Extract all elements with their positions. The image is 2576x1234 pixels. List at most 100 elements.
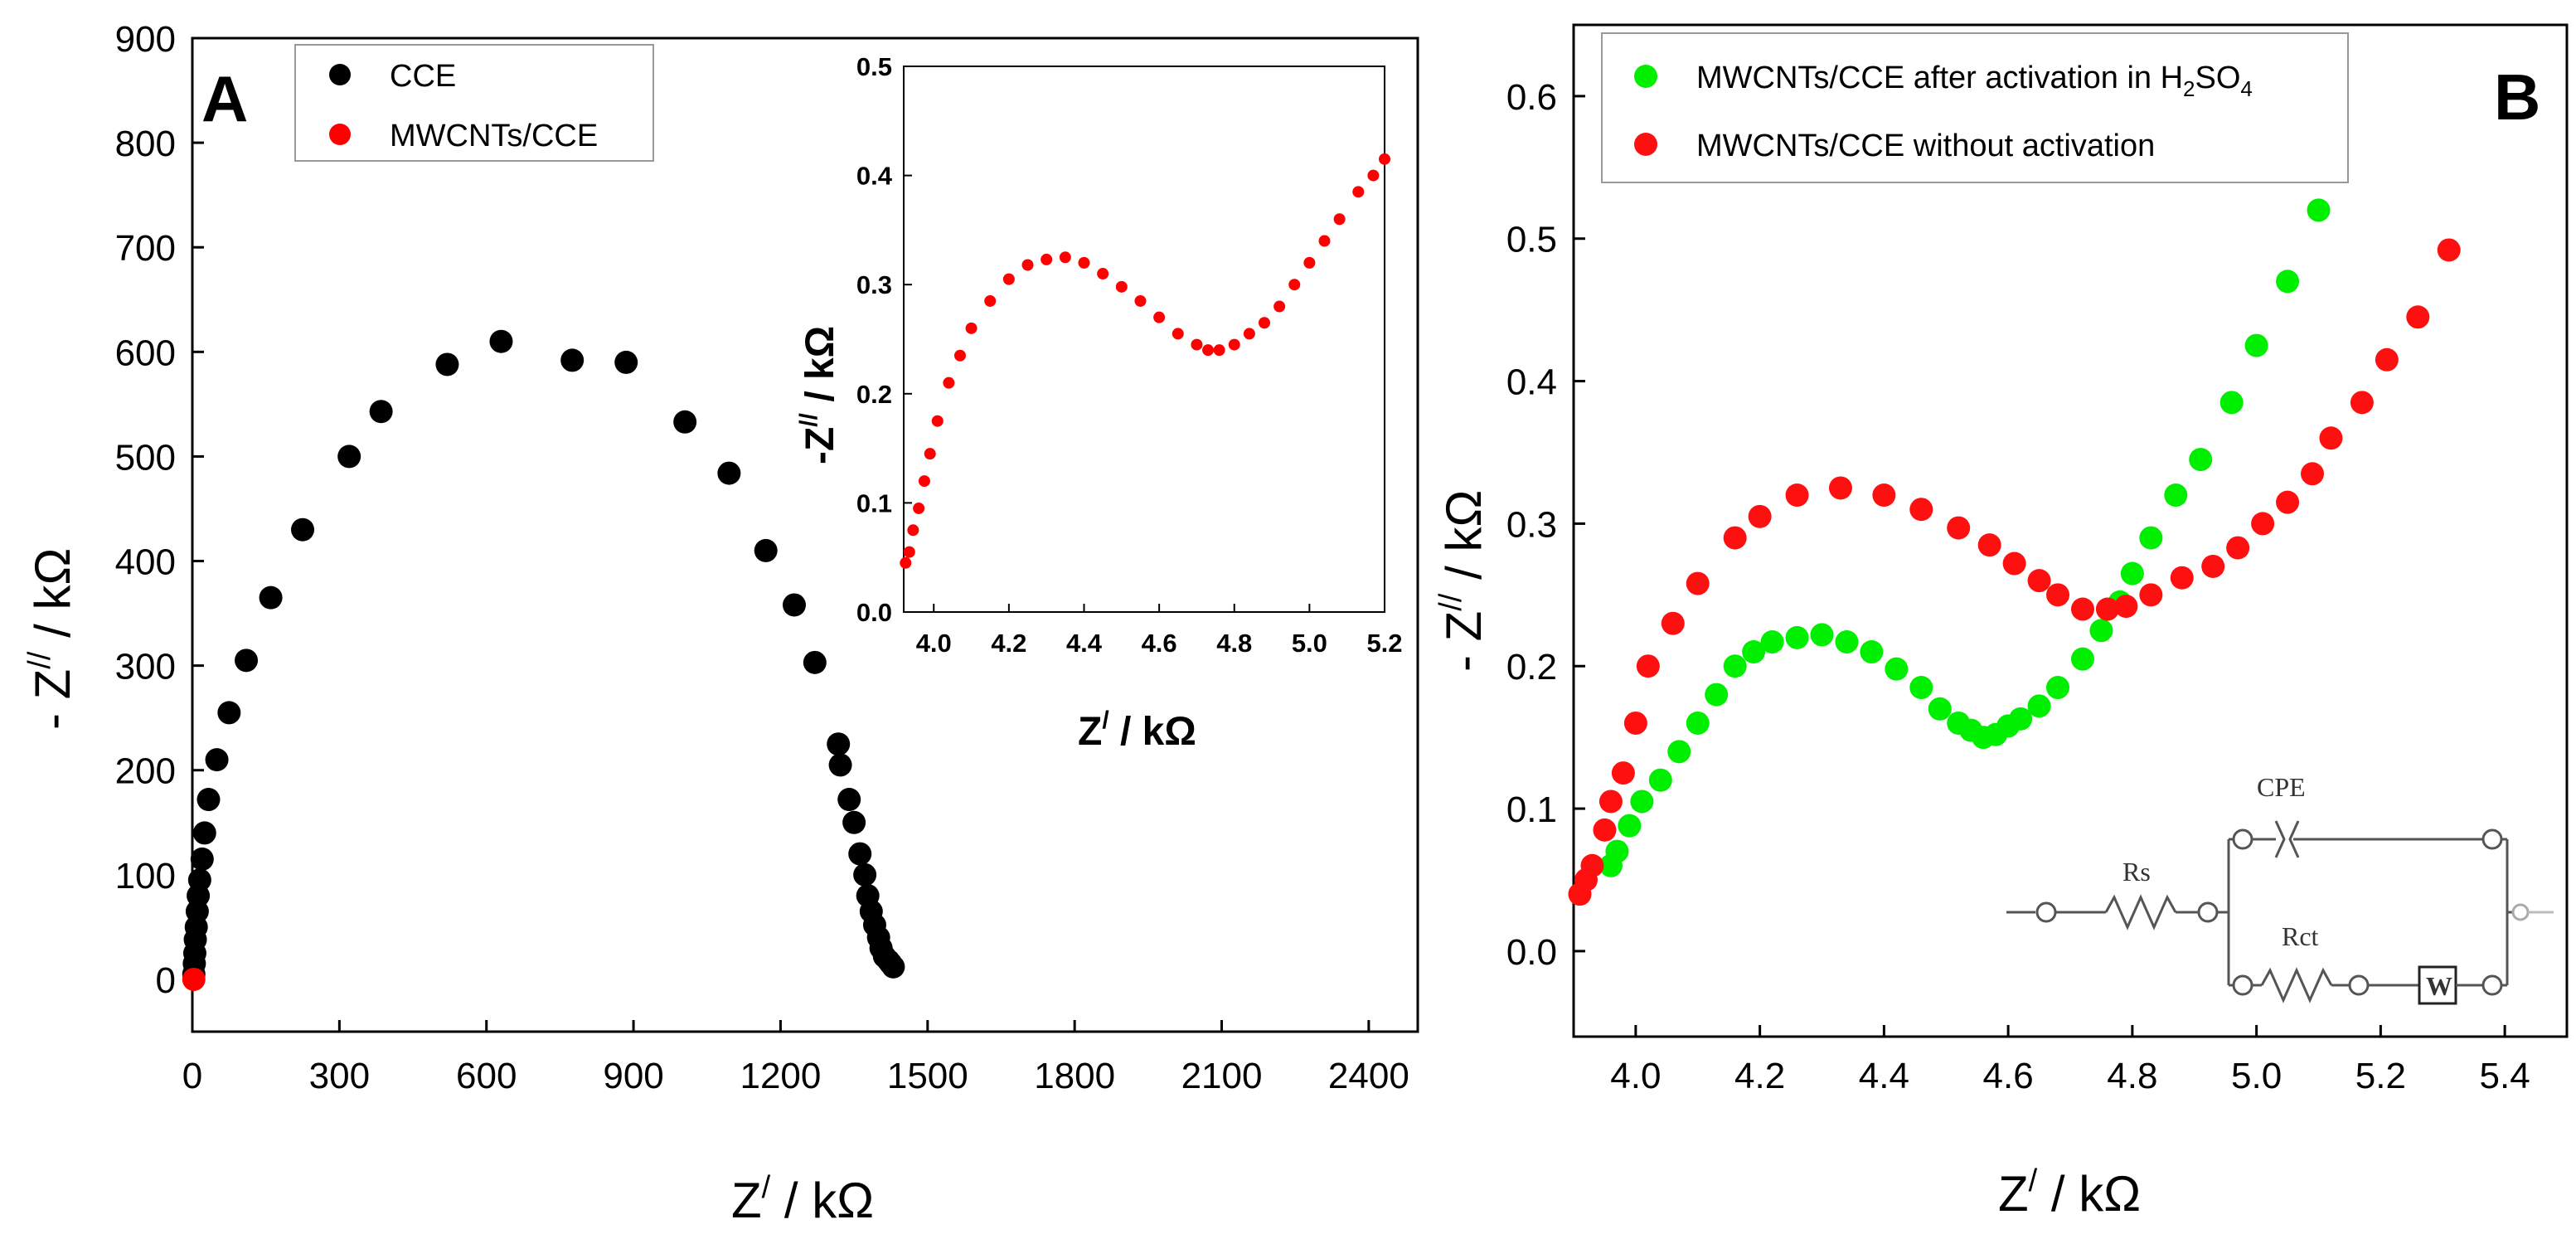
data-point-mwcnts-cce-after-activation-in-h2so4 xyxy=(1705,683,1729,707)
data-point-cce xyxy=(187,868,211,892)
legend-marker-cce xyxy=(329,64,351,85)
panelA-y-tick-label: 300 xyxy=(115,647,176,687)
legend-activated-mid: SO xyxy=(2195,61,2240,95)
data-point-mwcnts-cce xyxy=(1041,253,1053,265)
legend-label-without-activation: MWCNTs/CCE without activation xyxy=(1696,129,2155,163)
data-point-mwcnts-cce-without-activation xyxy=(2027,569,2051,593)
data-point-cce xyxy=(190,847,214,871)
inset-x-tick-label: 4.4 xyxy=(1066,629,1103,658)
panel-b-letter: B xyxy=(2494,61,2540,134)
data-point-mwcnts-cce xyxy=(900,556,912,569)
panelB-y-tick-label: 0.5 xyxy=(1506,220,1557,260)
data-point-mwcnts-cce-without-activation xyxy=(1636,654,1660,678)
data-point-mwcnts-cce xyxy=(1318,235,1331,247)
data-point-cce xyxy=(853,862,877,887)
inset-x-title-rest: / kΩ xyxy=(1109,710,1196,754)
inset-x-title-sup: / xyxy=(1102,707,1109,734)
legend-marker-mwcnts-cce xyxy=(329,124,351,145)
data-point-mwcnts-cce-after-activation-in-h2so4 xyxy=(1835,630,1859,654)
data-point-mwcnts-cce-without-activation xyxy=(1611,761,1635,785)
data-point-mwcnts-cce-without-activation xyxy=(2406,305,2430,329)
inset-y-tick-label: 0.2 xyxy=(856,380,892,409)
data-point-mwcnts-cce-after-activation-in-h2so4 xyxy=(1860,640,1884,664)
data-point-cce xyxy=(337,445,361,469)
panelB-x-tick-label: 5.0 xyxy=(2231,1056,2282,1096)
data-point-mwcnts-cce xyxy=(1078,256,1090,269)
data-point-mwcnts-cce xyxy=(1273,300,1286,313)
panel-a-x-title-rest: / kΩ xyxy=(770,1173,874,1228)
inset-y-title-sup: // xyxy=(795,412,822,426)
inset-y-title-prefix: -Z xyxy=(798,427,842,464)
data-point-mwcnts-cce xyxy=(931,415,944,427)
inset-x-tick-label: 4.0 xyxy=(916,629,952,658)
panelB-x-tick-label: 4.0 xyxy=(1610,1056,1661,1096)
panel-b-x-axis-title: Z/ / kΩ xyxy=(1998,1164,2141,1222)
panel-a-legend: CCE MWCNTs/CCE xyxy=(294,44,654,162)
data-point-mwcnts-cce-after-activation-in-h2so4 xyxy=(1723,654,1747,678)
data-point-mwcnts-cce xyxy=(984,294,997,307)
data-point-mwcnts-cce-without-activation xyxy=(2437,238,2461,262)
data-point-mwcnts-cce xyxy=(1213,344,1225,357)
inset-data-points xyxy=(900,153,1390,569)
legend-label-cce: CCE xyxy=(390,59,456,94)
data-point-mwcnts-cce xyxy=(1288,279,1301,291)
legend-marker-without-activation xyxy=(1634,133,1657,156)
inset-x-tick-label: 4.8 xyxy=(1216,629,1252,658)
panel-a-y-title-sup: // xyxy=(22,651,57,669)
data-point-mwcnts-cce xyxy=(182,967,206,991)
data-point-mwcnts-cce-after-activation-in-h2so4 xyxy=(2139,526,2163,550)
data-point-mwcnts-cce xyxy=(1259,317,1270,329)
inset-x-axis: 4.0 4.2 4.4 4.6 4.8 5.0 5.2 xyxy=(916,604,1403,658)
data-point-mwcnts-cce-after-activation-in-h2so4 xyxy=(1648,768,1672,792)
panel-a-y-title-rest: / kΩ xyxy=(25,548,80,652)
data-point-mwcnts-cce-without-activation xyxy=(2276,490,2300,514)
data-point-mwcnts-cce-without-activation xyxy=(1661,611,1685,635)
data-point-mwcnts-cce-without-activation xyxy=(2170,566,2194,590)
data-point-cce xyxy=(754,538,778,562)
panel-a-x-title-base: Z xyxy=(731,1173,762,1228)
data-point-mwcnts-cce-without-activation xyxy=(1686,571,1710,595)
data-point-cce xyxy=(196,788,221,812)
data-point-mwcnts-cce-after-activation-in-h2so4 xyxy=(2219,391,2244,415)
data-point-cce xyxy=(235,649,259,673)
data-point-mwcnts-cce-without-activation xyxy=(1580,853,1604,877)
panelA-y-tick-label: 600 xyxy=(115,333,176,373)
data-point-cce xyxy=(369,400,393,424)
panel-a-chart: 0 100 200 300 400 500 600 700 800 900 0 300 600 900 1… xyxy=(22,19,1419,1228)
data-point-mwcnts-cce xyxy=(953,349,966,362)
inset-x-title-base: Z xyxy=(1078,710,1102,754)
panel-a-y-axis: 0 100 200 300 400 500 600 700 800 900 xyxy=(115,19,204,1001)
panel-b-x-title-rest: / kΩ xyxy=(2037,1166,2141,1222)
data-point-mwcnts-cce xyxy=(1379,153,1390,165)
panelB-y-tick-label: 0.4 xyxy=(1506,362,1557,403)
data-point-cce xyxy=(192,821,216,845)
data-point-mwcnts-cce-without-activation xyxy=(1748,504,1772,528)
data-point-mwcnts-cce-after-activation-in-h2so4 xyxy=(2046,676,2070,700)
data-point-mwcnts-cce-without-activation xyxy=(1593,818,1617,842)
data-point-cce xyxy=(614,350,638,374)
panelA-y-tick-label: 0 xyxy=(156,960,176,1001)
panelA-x-tick-label: 300 xyxy=(309,1056,370,1096)
data-point-cce xyxy=(837,788,861,812)
data-point-mwcnts-cce-after-activation-in-h2so4 xyxy=(1909,676,1933,700)
panelB-x-tick-label: 4.2 xyxy=(1734,1056,1785,1096)
data-point-cce xyxy=(881,955,905,979)
data-point-mwcnts-cce-after-activation-in-h2so4 xyxy=(1605,839,1629,863)
panelB-y-tick-label: 0.0 xyxy=(1506,932,1557,973)
panel-b-y-title-prefix: - Z xyxy=(1436,611,1492,672)
data-point-mwcnts-cce-after-activation-in-h2so4 xyxy=(1760,630,1784,654)
inset-plot-frame xyxy=(903,66,1385,613)
panelA-y-tick-label: 500 xyxy=(115,437,176,478)
panel-a-y-axis-title: - Z// / kΩ xyxy=(22,548,80,730)
data-point-mwcnts-cce-after-activation-in-h2so4 xyxy=(1785,625,1809,649)
data-point-mwcnts-cce-without-activation xyxy=(2301,462,2325,486)
panelB-x-tick-label: 4.8 xyxy=(2107,1056,2157,1096)
data-point-cce xyxy=(435,352,459,377)
data-point-mwcnts-cce xyxy=(1333,213,1346,226)
inset-x-tick-label: 4.2 xyxy=(991,629,1026,658)
circuit-label-rct: Rct xyxy=(2282,921,2319,951)
data-point-mwcnts-cce-without-activation xyxy=(2114,595,2138,619)
data-point-mwcnts-cce-without-activation xyxy=(1872,483,1896,508)
circuit-label-rs: Rs xyxy=(2122,857,2151,887)
